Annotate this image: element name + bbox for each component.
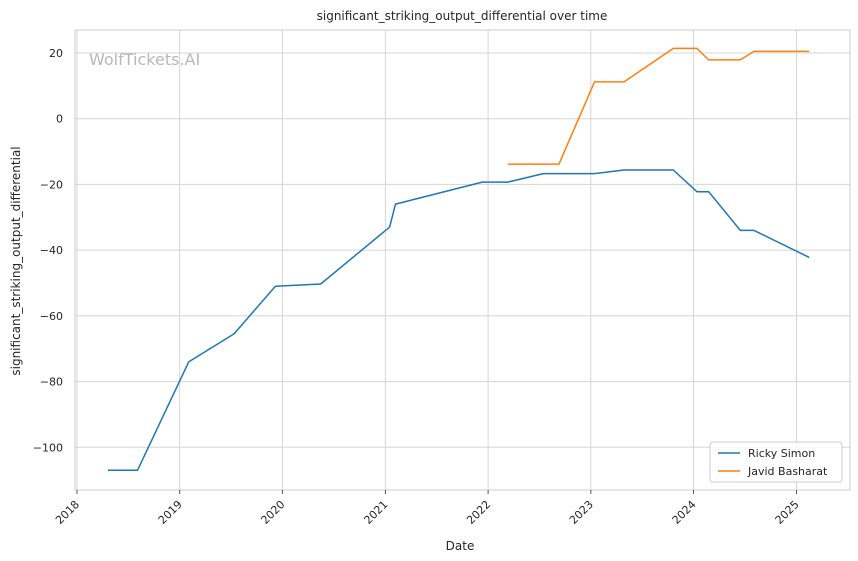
plot-area-frame bbox=[74, 29, 851, 491]
legend: Ricky Simon Javid Basharat bbox=[709, 441, 843, 483]
y-tick-label: −80 bbox=[40, 376, 63, 389]
y-tick-label: 20 bbox=[49, 47, 63, 60]
grid bbox=[75, 30, 850, 490]
series-lines bbox=[107, 47, 810, 472]
y-tick-label: −60 bbox=[40, 310, 63, 323]
series-line bbox=[107, 169, 810, 472]
x-axis-title: Date bbox=[446, 539, 475, 553]
legend-label: Javid Basharat bbox=[747, 465, 828, 478]
watermark: WolfTickets.AI bbox=[89, 50, 200, 69]
y-axis-title: significant_striking_output_differential bbox=[9, 146, 23, 375]
y-tick-label: −40 bbox=[40, 244, 63, 257]
y-axis: 20 0 −20 −40 −60 −80 −100 bbox=[33, 47, 63, 454]
y-tick-label: 0 bbox=[56, 113, 63, 126]
legend-box bbox=[709, 441, 843, 483]
y-tick-label: −20 bbox=[40, 178, 63, 191]
series-line bbox=[507, 47, 810, 165]
chart-title: significant_striking_output_differential… bbox=[317, 9, 608, 23]
legend-label: Ricky Simon bbox=[748, 447, 815, 460]
y-tick-label: −100 bbox=[33, 441, 63, 454]
